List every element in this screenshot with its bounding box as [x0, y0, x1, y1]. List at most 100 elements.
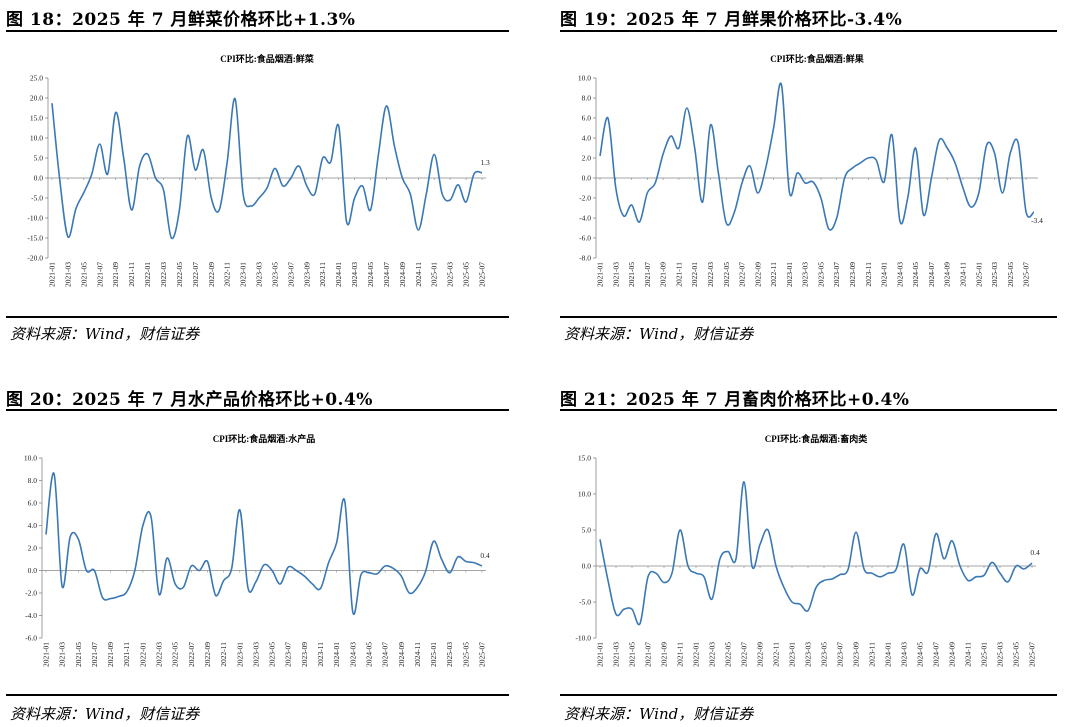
data-point — [1017, 142, 1019, 144]
source-note: 资料来源：Wind，财信证券 — [10, 325, 200, 343]
data-point — [118, 596, 120, 598]
data-point — [799, 603, 801, 605]
data-point — [191, 565, 193, 567]
x-tick-label: 2022-01 — [690, 262, 699, 287]
data-point — [247, 587, 249, 589]
data-point — [287, 566, 289, 568]
x-tick-label: 2025-07 — [478, 642, 487, 667]
y-tick-label: -8.0 — [579, 254, 591, 263]
figure-title: 图 21：2025 年 7 月畜肉价格环比+0.4% — [560, 390, 910, 410]
x-tick-label: 2025-05 — [1012, 642, 1021, 667]
data-point — [607, 580, 609, 582]
x-tick-label: 2022-09 — [756, 642, 765, 667]
y-tick-label: 15.0 — [30, 114, 43, 123]
y-tick-label: 4.0 — [582, 134, 592, 143]
data-point — [401, 575, 403, 577]
y-tick-label: -4.0 — [579, 214, 591, 223]
data-point — [726, 222, 728, 224]
data-point — [994, 152, 996, 154]
data-point — [402, 177, 404, 179]
y-tick-label: 2.0 — [28, 544, 38, 553]
data-point — [110, 598, 112, 600]
data-point — [441, 559, 443, 561]
data-point — [134, 570, 136, 572]
data-point — [179, 209, 181, 211]
x-tick-label: 2021-07 — [643, 262, 652, 287]
data-point — [258, 197, 260, 199]
data-point — [1031, 562, 1033, 564]
x-tick-label: 2021-01 — [596, 262, 605, 287]
x-tick-label: 2025-05 — [462, 262, 471, 287]
data-point — [975, 576, 977, 578]
data-point — [839, 574, 841, 576]
data-point — [370, 209, 372, 211]
x-tick-label: 2023-03 — [251, 642, 260, 667]
x-tick-label: 2023-03 — [255, 262, 264, 287]
x-tick-label: 2021-09 — [111, 262, 120, 287]
x-tick-label: 2023-01 — [235, 642, 244, 667]
data-point — [860, 162, 862, 164]
data-point — [78, 538, 80, 540]
data-point — [126, 591, 128, 593]
data-point — [115, 112, 117, 114]
x-tick-label: 2021-09 — [660, 642, 669, 667]
data-point — [915, 147, 917, 149]
data-point — [368, 572, 370, 574]
data-point — [983, 575, 985, 577]
data-point — [654, 182, 656, 184]
data-point — [354, 197, 356, 199]
data-point — [417, 587, 419, 589]
x-tick-label: 2021-01 — [596, 642, 605, 667]
data-point — [631, 608, 633, 610]
x-tick-label: 2023-11 — [318, 262, 327, 287]
data-label: -3.4 — [1031, 216, 1043, 225]
data-point — [678, 147, 680, 149]
data-point — [312, 583, 314, 585]
x-tick-label: 2024-11 — [413, 642, 422, 667]
x-tick-label: 2024-01 — [332, 642, 341, 667]
data-point — [804, 182, 806, 184]
data-point — [94, 570, 96, 572]
chart-livestock-meat: CPI环比:食品烟酒:畜肉类 15.0 10.0 5.0 0.0 -5.0 -10.0 202… — [575, 433, 1040, 667]
data-point — [75, 208, 77, 210]
data-point — [425, 571, 427, 573]
data-point — [875, 159, 877, 161]
data-point — [1002, 192, 1004, 194]
data-point — [662, 153, 664, 155]
x-tick-label: 2021-01 — [48, 262, 57, 287]
x-tick-label: 2021-05 — [79, 262, 88, 287]
x-tick-label: 2024-11 — [958, 262, 967, 287]
data-point — [844, 177, 846, 179]
x-tick-label: 2024-11 — [414, 262, 423, 287]
data-point — [187, 135, 189, 137]
data-point — [718, 172, 720, 174]
data-point — [687, 565, 689, 567]
data-point — [1015, 565, 1017, 567]
x-tick-label: 2024-03 — [900, 642, 909, 667]
data-point — [831, 578, 833, 580]
y-tick-label: -20.0 — [27, 254, 43, 263]
x-tick-label: 2024-07 — [932, 642, 941, 667]
x-tick-label: 2021-05 — [627, 262, 636, 287]
x-tick-label: 2023-11 — [868, 642, 877, 667]
data-point — [883, 181, 885, 183]
data-point — [631, 204, 633, 206]
data-point — [757, 192, 759, 194]
data-point — [274, 168, 276, 170]
data-point — [59, 181, 61, 183]
y-tick-label: -5.0 — [31, 194, 43, 203]
chart-fresh-vegetables: CPI环比:食品烟酒:鲜菜 25.0 20.0 15.0 10.0 5.0 0.0 -5.0 -… — [27, 53, 490, 287]
x-tick-label: 2023-09 — [300, 642, 309, 667]
source-note: 资料来源：Wind，财信证券 — [564, 705, 754, 723]
y-tick-label: -5.0 — [579, 598, 591, 607]
data-point — [647, 576, 649, 578]
data-point — [1010, 152, 1012, 154]
x-tick-label: 2022-07 — [187, 642, 196, 667]
data-point — [378, 153, 380, 155]
x-tick-label: 2021-09 — [106, 642, 115, 667]
data-point — [83, 192, 85, 194]
chart-fresh-fruit: CPI环比:食品烟酒:鲜果 10.0 8.0 6.0 4.0 2.0 0.0 -2.0 -4.0… — [578, 53, 1043, 287]
x-tick-label: 2025-03 — [445, 642, 454, 667]
data-label: 0.4 — [480, 551, 490, 560]
data-point — [362, 185, 364, 187]
